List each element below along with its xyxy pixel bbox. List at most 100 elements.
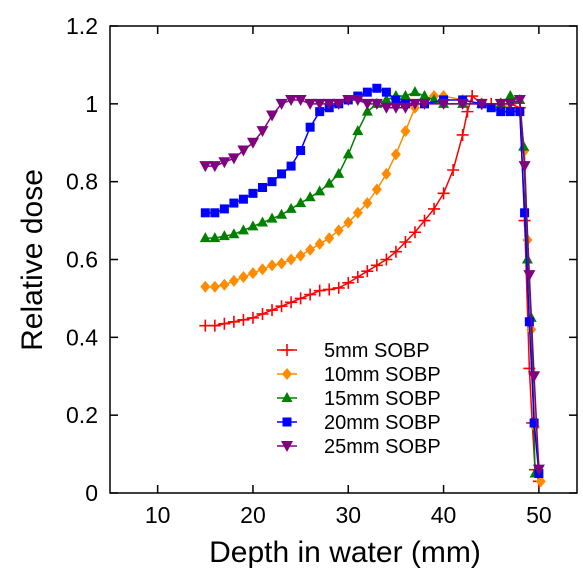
data-point xyxy=(296,146,306,156)
data-point xyxy=(238,271,249,284)
data-point xyxy=(456,98,469,110)
data-point xyxy=(361,265,374,278)
data-point xyxy=(496,107,506,117)
series-line xyxy=(205,98,540,470)
data-point xyxy=(390,148,401,161)
data-point xyxy=(515,107,525,117)
y-axis-title: Relative dose xyxy=(16,169,49,351)
data-point xyxy=(294,292,307,305)
data-point xyxy=(199,232,211,243)
data-point xyxy=(528,371,541,383)
y-tick-label: 1 xyxy=(85,91,98,117)
data-point xyxy=(228,228,240,239)
data-point xyxy=(276,257,287,270)
data-point xyxy=(362,87,372,97)
data-point xyxy=(256,216,268,227)
data-point xyxy=(313,284,326,297)
data-point xyxy=(218,157,231,169)
y-tick-label: 0.6 xyxy=(66,247,98,273)
data-point xyxy=(246,311,259,324)
data-point xyxy=(380,93,392,104)
data-point xyxy=(535,475,546,488)
data-point xyxy=(248,188,258,198)
data-point xyxy=(333,224,344,237)
data-point xyxy=(409,86,421,97)
data-point xyxy=(419,90,431,101)
data-point xyxy=(227,153,240,165)
data-point xyxy=(389,245,402,258)
data-point xyxy=(370,259,383,272)
data-point xyxy=(408,98,421,110)
data-point xyxy=(532,464,545,476)
data-point xyxy=(275,300,288,313)
data-point xyxy=(237,145,250,157)
data-point xyxy=(389,102,402,114)
data-point xyxy=(237,224,249,235)
legend-label: 5mm SOBP xyxy=(324,340,430,362)
data-point xyxy=(504,98,517,110)
y-tick-label: 0.8 xyxy=(66,169,98,195)
data-point xyxy=(237,313,250,326)
data-point xyxy=(314,237,325,250)
data-point xyxy=(456,128,469,141)
legend-label: 20mm SOBP xyxy=(324,412,441,434)
data-point xyxy=(342,276,355,289)
data-point xyxy=(351,271,364,284)
data-point xyxy=(342,94,355,106)
data-point xyxy=(200,280,211,293)
data-point xyxy=(447,163,460,176)
data-point xyxy=(361,98,374,110)
data-point xyxy=(294,94,307,106)
data-point xyxy=(313,98,326,110)
data-point xyxy=(371,183,382,196)
legend-label: 15mm SOBP xyxy=(324,388,441,410)
data-point xyxy=(408,226,421,239)
data-point xyxy=(286,253,297,266)
legend-marker xyxy=(281,392,293,402)
data-point xyxy=(466,90,479,103)
data-point xyxy=(486,103,496,113)
x-tick-label: 20 xyxy=(240,502,266,528)
data-point xyxy=(523,270,536,282)
data-point xyxy=(352,125,364,136)
tick-marks xyxy=(110,25,577,494)
y-tick-label: 0.4 xyxy=(66,324,98,350)
data-point xyxy=(323,177,335,188)
series-group xyxy=(199,83,546,488)
data-point xyxy=(324,232,335,245)
data-point xyxy=(323,283,336,296)
x-axis-title: Depth in water (mm) xyxy=(209,536,481,569)
data-point xyxy=(257,183,267,193)
data-point xyxy=(228,274,239,287)
data-point xyxy=(304,191,316,202)
data-point xyxy=(209,280,220,293)
data-point xyxy=(266,110,279,122)
data-point xyxy=(332,281,345,294)
data-point xyxy=(218,317,231,330)
data-point xyxy=(275,98,288,110)
data-point xyxy=(372,83,382,93)
data-point xyxy=(380,253,393,266)
legend-marker xyxy=(281,344,293,356)
data-point xyxy=(238,194,248,204)
legend-marker xyxy=(282,417,292,427)
data-point xyxy=(513,94,526,106)
data-point xyxy=(524,317,534,327)
data-point xyxy=(352,206,363,219)
data-point xyxy=(286,161,296,171)
data-point xyxy=(521,253,533,264)
data-point xyxy=(266,304,279,317)
data-point xyxy=(285,296,298,309)
data-point xyxy=(361,105,373,116)
data-point xyxy=(333,167,345,178)
data-point xyxy=(399,90,411,101)
data-point xyxy=(305,122,315,132)
data-point xyxy=(219,204,229,214)
series-5 xyxy=(199,94,545,476)
data-point xyxy=(351,94,364,106)
legend-marker xyxy=(282,368,292,380)
data-point xyxy=(437,98,450,110)
data-point xyxy=(400,125,411,138)
